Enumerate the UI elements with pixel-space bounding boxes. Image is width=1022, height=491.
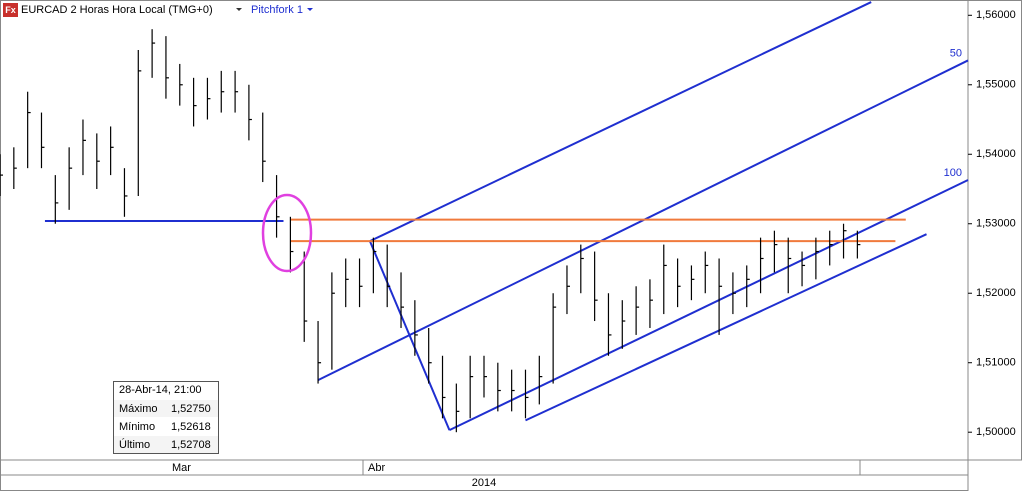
info-value: 1,52750	[171, 403, 211, 415]
highlight-ellipse	[261, 193, 313, 273]
fx-icon-text: Fx	[5, 5, 16, 15]
trend-line	[369, 1, 872, 243]
y-tick-label: 1,54000	[976, 148, 1016, 160]
info-label: Máximo	[119, 403, 158, 415]
x-axis-row	[0, 459, 969, 476]
dropdown-arrow[interactable]	[307, 8, 313, 11]
info-label: Mínimo	[119, 421, 155, 433]
dropdown-arrow[interactable]	[236, 8, 242, 11]
x-axis-label: 2014	[472, 477, 496, 489]
info-value: 1,52708	[171, 439, 211, 451]
y-tick-label: 1,56000	[976, 9, 1016, 21]
info-row-bg	[114, 400, 218, 417]
x-tick-label: Mar	[172, 462, 191, 474]
pitchfork-level-label: 50	[950, 47, 962, 59]
info-row-bg	[114, 436, 218, 453]
marks	[0, 1, 969, 433]
chart-title: EURCAD 2 Horas Hora Local (TMG+0)	[21, 4, 213, 16]
info-label: Último	[119, 438, 150, 451]
y-tick-label: 1,52000	[976, 287, 1016, 299]
x-tick-label: Abr	[368, 462, 385, 474]
y-tick-label: 1,51000	[976, 357, 1016, 369]
trend-line	[448, 179, 969, 432]
trend-line	[525, 233, 927, 422]
y-tick-label: 1,53000	[976, 218, 1016, 230]
info-value: 1,52618	[171, 421, 211, 433]
y-axis-panel	[967, 0, 1022, 461]
study-name[interactable]: Pitchfork 1	[251, 4, 303, 16]
y-tick-label: 1,55000	[976, 79, 1016, 91]
pitchfork-level-label: 0	[859, 0, 865, 1]
pitchfork-level-label: 100	[944, 167, 962, 179]
y-tick-label: 1,50000	[976, 426, 1016, 438]
info-date: 28-Abr-14, 21:00	[119, 384, 202, 396]
fx-icon	[3, 3, 18, 17]
info-box: 28-Abr-14, 21:00 Máximo 1,52750 Mínimo 1…	[113, 381, 219, 454]
